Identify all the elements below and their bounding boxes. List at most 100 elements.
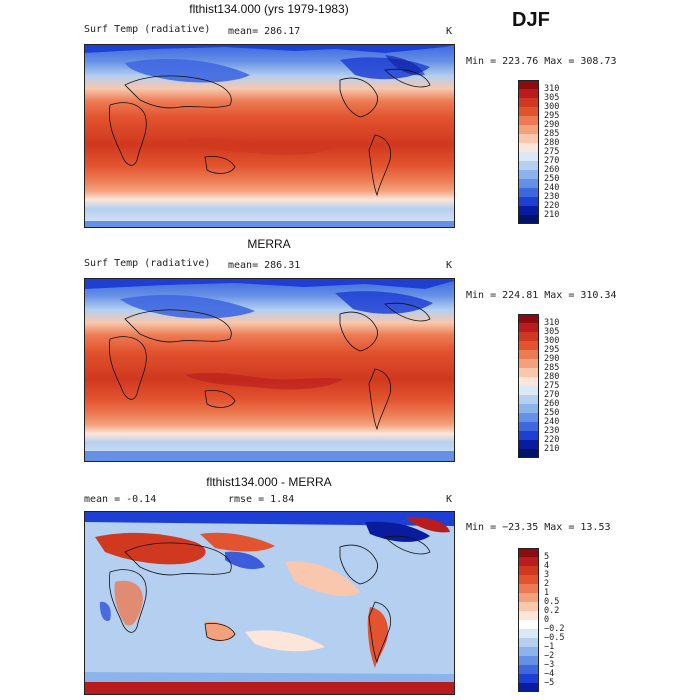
colorbar-swatch xyxy=(518,197,539,206)
colorbar-swatch xyxy=(518,611,539,620)
panel-model-units: K xyxy=(446,26,453,37)
colorbar-label: 0.5 xyxy=(544,597,560,607)
season-label: DJF xyxy=(512,9,550,31)
colorbar-label: 4 xyxy=(544,561,550,571)
colorbar-swatch xyxy=(518,440,539,449)
colorbar-swatch xyxy=(518,584,539,593)
colorbar-label: 250 xyxy=(544,408,560,418)
colorbar-label: −3 xyxy=(544,660,555,670)
colorbar-label: 275 xyxy=(544,381,560,391)
colorbar-swatch xyxy=(518,107,539,116)
colorbar-swatch xyxy=(518,665,539,674)
panel-obs-minmax: Min = 224.81 Max = 310.34 xyxy=(466,290,617,301)
colorbar-label: 280 xyxy=(544,138,560,148)
colorbar-swatch xyxy=(518,656,539,665)
difference-field xyxy=(85,512,454,694)
colorbar-swatch xyxy=(518,575,539,584)
colorbar-swatch xyxy=(518,359,539,368)
colorbar-swatch xyxy=(518,395,539,404)
colorbar-label: 300 xyxy=(544,336,560,346)
colorbar-label: 5 xyxy=(544,552,550,562)
colorbar-swatch xyxy=(518,341,539,350)
colorbar-label: 240 xyxy=(544,183,560,193)
colorbar-swatch xyxy=(518,116,539,125)
colorbar-swatch xyxy=(518,431,539,440)
colorbar-swatch xyxy=(518,332,539,341)
colorbar-swatch xyxy=(518,674,539,683)
colorbar-swatch xyxy=(518,350,539,359)
panel-model-title: flthist134.000 (yrs 1979-1983) xyxy=(189,2,349,16)
colorbar-swatch xyxy=(518,98,539,107)
colorbar-swatch xyxy=(518,125,539,134)
colorbar-label: 300 xyxy=(544,102,560,112)
colorbar-label: 295 xyxy=(544,111,560,121)
panel-obs-variable: Surf Temp (radiative) xyxy=(84,258,211,269)
colorbar-label: 305 xyxy=(544,93,560,103)
colorbar-label: −0.5 xyxy=(544,633,565,643)
panel-model-variable: Surf Temp (radiative) xyxy=(84,24,211,35)
colorbar-swatch xyxy=(518,89,539,98)
colorbar-swatch xyxy=(518,179,539,188)
colorbar-label: −0.2 xyxy=(544,624,565,634)
panel-diff-minmax: Min = −23.35 Max = 13.53 xyxy=(466,522,611,533)
colorbar-label: 240 xyxy=(544,417,560,427)
colorbar-swatch xyxy=(518,629,539,638)
colorbar-label: 0.2 xyxy=(544,606,560,616)
model-temperature-field xyxy=(85,45,454,227)
colorbar-swatch xyxy=(518,80,539,89)
colorbar-swatch xyxy=(518,557,539,566)
colorbar-label: 260 xyxy=(544,399,560,409)
colorbar-swatch xyxy=(518,602,539,611)
colorbar-swatch xyxy=(518,161,539,170)
panel-model-map xyxy=(84,44,455,228)
colorbar-label: −2 xyxy=(544,651,555,661)
colorbar-label: 285 xyxy=(544,129,560,139)
panel-diff-title: flthist134.000 - MERRA xyxy=(206,475,332,489)
colorbar-swatch xyxy=(518,206,539,215)
panel-model-mean: mean= 286.17 xyxy=(228,26,301,37)
panel-diff-mean: mean = -0.14 xyxy=(84,494,157,505)
colorbar-swatch xyxy=(518,215,539,224)
colorbar-swatch xyxy=(518,143,539,152)
colorbar-label: 3 xyxy=(544,570,550,580)
colorbar-label: 280 xyxy=(544,372,560,382)
colorbar-label: 295 xyxy=(544,345,560,355)
colorbar-label: 250 xyxy=(544,174,560,184)
colorbar-label: 305 xyxy=(544,327,560,337)
colorbar-swatch xyxy=(518,134,539,143)
colorbar-swatch xyxy=(518,323,539,332)
colorbar-label: −1 xyxy=(544,642,555,652)
colorbar-swatch xyxy=(518,377,539,386)
panel-obs-title: MERRA xyxy=(247,237,291,251)
colorbar-swatch xyxy=(518,647,539,656)
colorbar-label: 220 xyxy=(544,201,560,211)
colorbar-swatch xyxy=(518,422,539,431)
panel-obs-mean: mean= 286.31 xyxy=(228,260,301,271)
colorbar-label: 310 xyxy=(544,318,560,328)
colorbar-label: 2 xyxy=(544,579,550,589)
colorbar-swatch xyxy=(518,449,539,458)
colorbar-swatch xyxy=(518,386,539,395)
colorbar-label: 310 xyxy=(544,84,560,94)
colorbar-label: 290 xyxy=(544,120,560,130)
colorbar-label: 290 xyxy=(544,354,560,364)
colorbar-label: 230 xyxy=(544,192,560,202)
panel-diff-rmse: rmse = 1.84 xyxy=(228,494,295,505)
colorbar-swatch xyxy=(518,593,539,602)
colorbar-label: 270 xyxy=(544,390,560,400)
colorbar-swatch xyxy=(518,620,539,629)
obs-temperature-field xyxy=(85,279,454,461)
colorbar-swatch xyxy=(518,413,539,422)
colorbar-swatch xyxy=(518,188,539,197)
colorbar-label: 260 xyxy=(544,165,560,175)
panel-diff-units: K xyxy=(446,494,453,505)
colorbar-swatch xyxy=(518,548,539,557)
colorbar-label: 1 xyxy=(544,588,550,598)
panel-obs-map xyxy=(84,278,455,462)
colorbar-swatch xyxy=(518,638,539,647)
colorbar-label: 210 xyxy=(544,210,560,220)
colorbar-swatch xyxy=(518,170,539,179)
panel-diff-map xyxy=(84,511,455,695)
colorbar-label: 220 xyxy=(544,435,560,445)
panel-model-minmax: Min = 223.76 Max = 308.73 xyxy=(466,56,617,67)
